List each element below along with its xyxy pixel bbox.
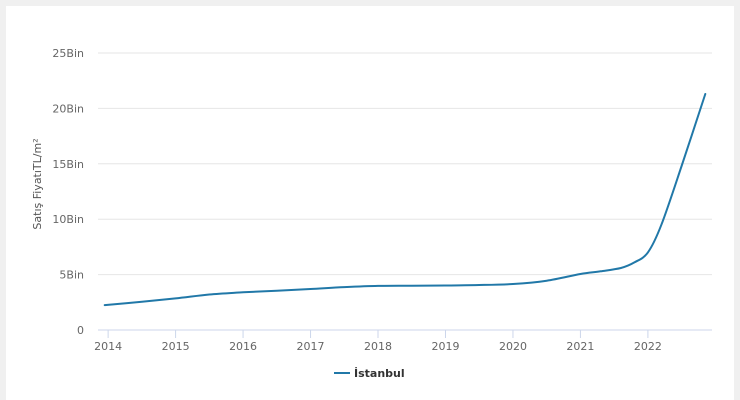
x-tick-label: 2016 (229, 340, 257, 353)
x-tick-label: 2020 (499, 340, 527, 353)
legend[interactable]: İstanbul (334, 366, 405, 380)
y-tick-label: 25Bin (52, 47, 84, 60)
x-tick-label: 2014 (94, 340, 122, 353)
x-tick-label: 2022 (634, 340, 662, 353)
y-tick-label: 0 (77, 324, 84, 337)
chart-container: 2014 2015 2016 2017 2018 2019 2020 2021 2022 0 5B… (6, 6, 734, 400)
series-layer (103, 93, 707, 307)
y-axis-labels: 0 5Bin 10Bin 15Bin 20Bin 25Bin (52, 47, 84, 337)
x-tick-label: 2019 (431, 340, 459, 353)
line-chart: 2014 2015 2016 2017 2018 2019 2020 2021 2022 0 5B… (31, 47, 712, 380)
x-tick-label: 2018 (364, 340, 392, 353)
legend-label-istanbul[interactable]: İstanbul (354, 366, 405, 380)
x-tick-label: 2015 (162, 340, 190, 353)
y-tick-label: 10Bin (52, 213, 84, 226)
gridlines (98, 52, 712, 276)
series-line-0[interactable] (103, 93, 707, 307)
x-tick-label: 2021 (566, 340, 594, 353)
x-tick-label: 2017 (297, 340, 325, 353)
x-axis: 2014 2015 2016 2017 2018 2019 2020 2021 2022 (94, 329, 712, 353)
y-axis-title: Satış FiyatıTL/m² (31, 138, 44, 229)
y-tick-label: 20Bin (52, 102, 84, 115)
y-tick-label: 15Bin (52, 158, 84, 171)
y-tick-label: 5Bin (59, 269, 84, 282)
